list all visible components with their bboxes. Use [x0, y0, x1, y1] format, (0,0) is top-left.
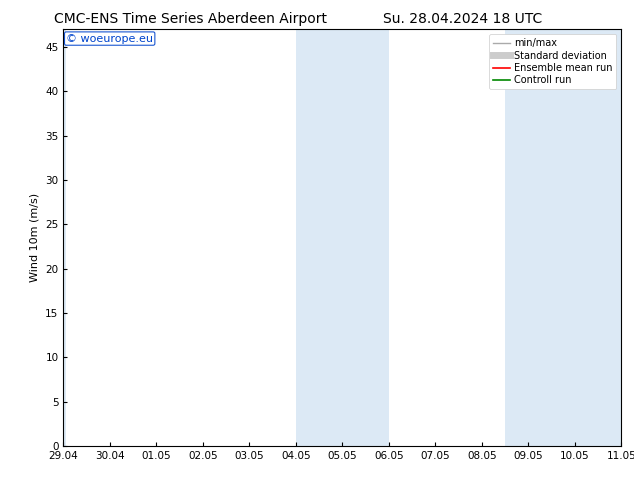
Legend: min/max, Standard deviation, Ensemble mean run, Controll run: min/max, Standard deviation, Ensemble me… [489, 34, 616, 89]
Bar [296, 29, 389, 446]
Text: CMC-ENS Time Series Aberdeen Airport: CMC-ENS Time Series Aberdeen Airport [54, 12, 327, 26]
Bar [505, 29, 626, 446]
Bar [59, 29, 66, 446]
Text: © woeurope.eu: © woeurope.eu [66, 34, 153, 44]
Y-axis label: Wind 10m (m/s): Wind 10m (m/s) [30, 193, 40, 282]
Text: Su. 28.04.2024 18 UTC: Su. 28.04.2024 18 UTC [383, 12, 543, 26]
